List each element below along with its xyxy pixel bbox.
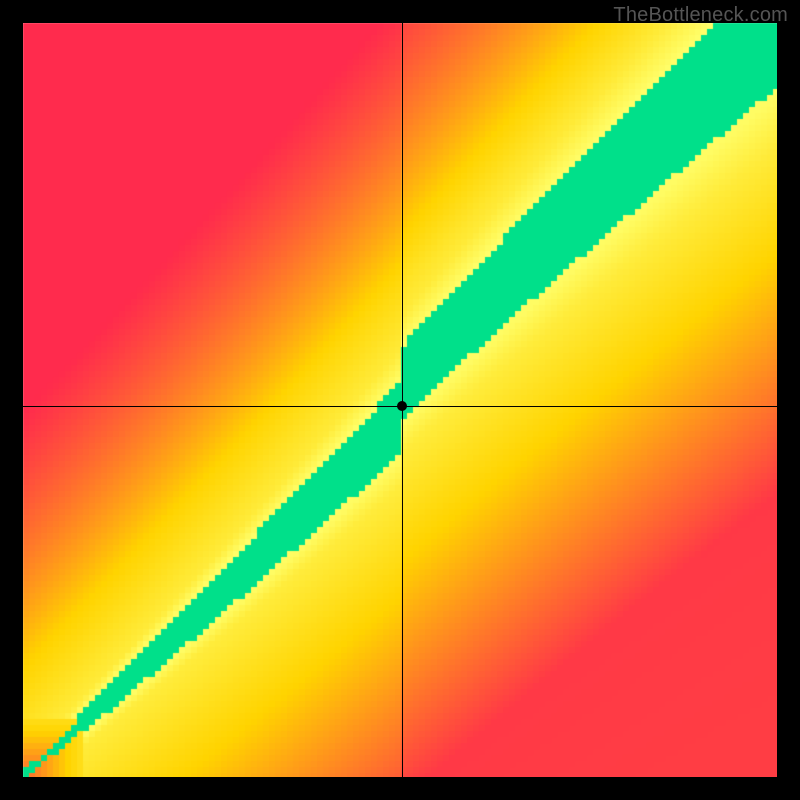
watermark-text: TheBottleneck.com	[613, 4, 788, 27]
heatmap-canvas	[0, 0, 800, 800]
chart-container: TheBottleneck.com	[0, 0, 800, 800]
